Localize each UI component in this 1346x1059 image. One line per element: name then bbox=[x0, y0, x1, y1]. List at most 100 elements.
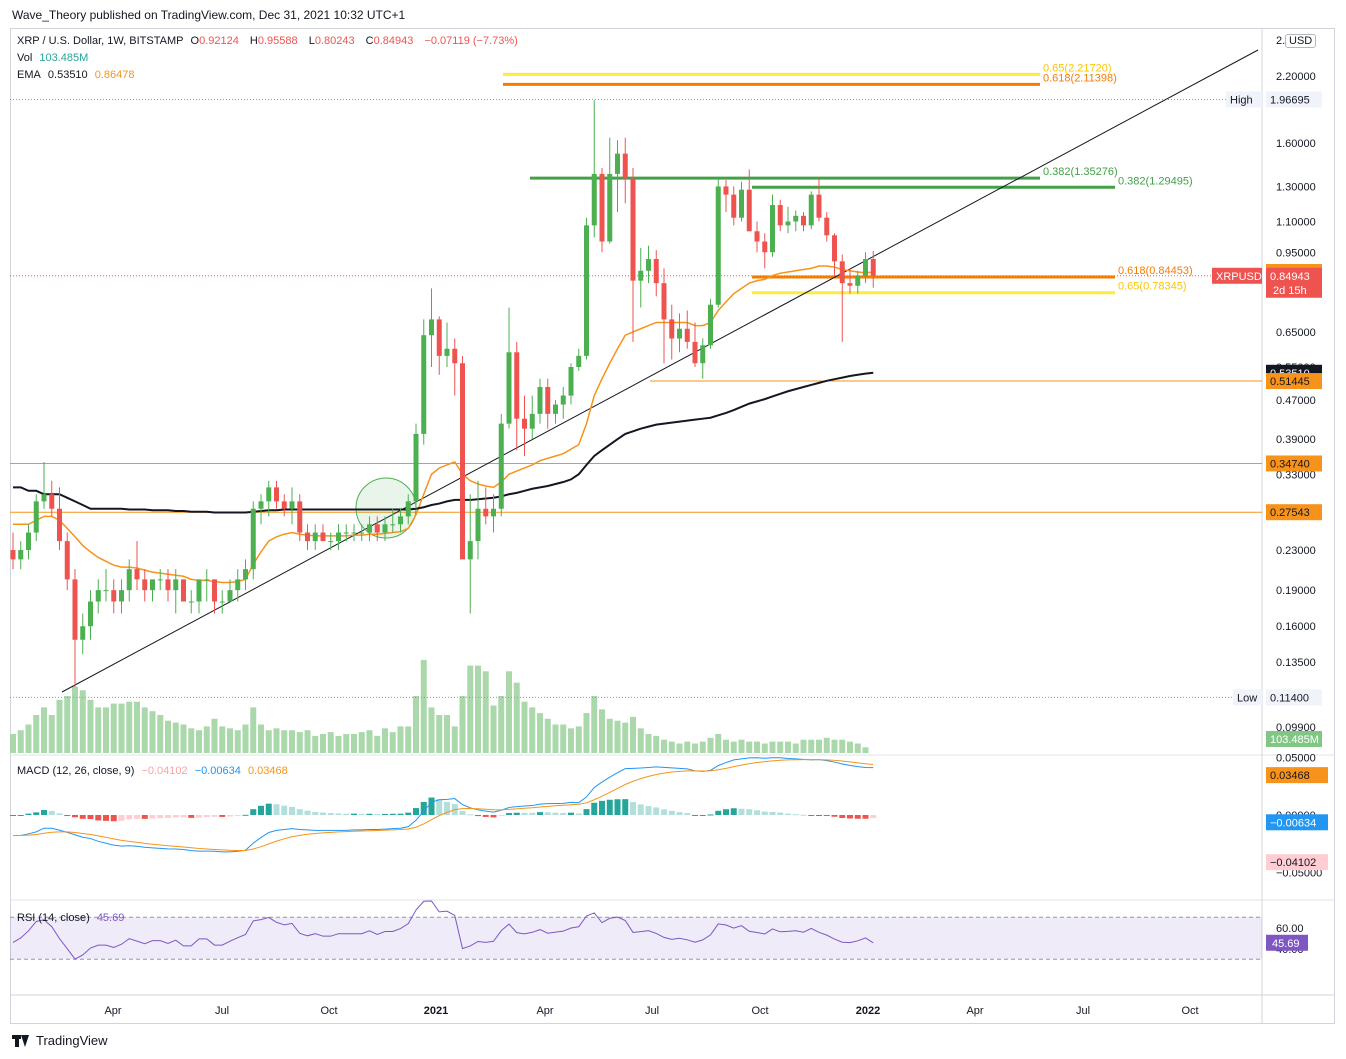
time-axis-label: 2021 bbox=[424, 1005, 448, 1017]
ema-fast-value: 0.86478 bbox=[94, 69, 135, 81]
time-axis-label: Apr bbox=[966, 1005, 983, 1017]
macd-histogram-bar bbox=[33, 812, 40, 815]
volume-bar bbox=[498, 696, 505, 753]
candle-body bbox=[196, 579, 202, 602]
time-axis-label: Jul bbox=[645, 1005, 659, 1017]
volume-bar bbox=[320, 734, 326, 753]
volume-bar bbox=[668, 741, 675, 753]
price-label-countdown: 2d 15h bbox=[1273, 285, 1307, 297]
volume-bar bbox=[645, 734, 652, 753]
candle-body bbox=[514, 352, 520, 419]
candle-body bbox=[258, 501, 264, 509]
price-label-box bbox=[1266, 504, 1322, 521]
macd-histogram-bar bbox=[242, 814, 249, 816]
volume-bar bbox=[343, 734, 350, 753]
macd-value-box bbox=[1266, 854, 1328, 871]
chart-frame bbox=[10, 28, 1335, 1024]
candle-body bbox=[305, 532, 310, 542]
candle-body bbox=[436, 319, 442, 356]
macd-hist-value: −0.04102 bbox=[141, 765, 188, 777]
candle-body bbox=[847, 283, 853, 286]
price-label-value: 0.27543 bbox=[1270, 507, 1310, 519]
macd-histogram-bar bbox=[289, 806, 295, 815]
candle-body bbox=[421, 335, 427, 434]
macd-histogram-bar bbox=[351, 813, 357, 815]
macd-histogram-bar bbox=[258, 805, 264, 815]
macd-histogram-bar bbox=[723, 809, 729, 815]
volume-bar bbox=[839, 739, 846, 753]
volume-bar bbox=[211, 718, 218, 753]
candle-body bbox=[467, 541, 473, 560]
macd-histogram-bar bbox=[203, 815, 210, 818]
footer-brand[interactable]: TradingView bbox=[12, 1033, 108, 1048]
volume-bar bbox=[413, 696, 419, 753]
candle-body bbox=[498, 423, 504, 509]
time-axis-label: Oct bbox=[1181, 1005, 1198, 1017]
macd-histogram-bar bbox=[738, 808, 745, 815]
candle-body bbox=[429, 319, 434, 336]
rsi-line bbox=[12, 900, 874, 960]
macd-histogram-bar bbox=[234, 815, 241, 816]
macd-signal-line bbox=[13, 759, 874, 852]
candle-body bbox=[832, 235, 837, 262]
macd-histogram-bar bbox=[630, 802, 636, 815]
volume-bar bbox=[475, 665, 481, 753]
ema-fast-line bbox=[13, 265, 874, 584]
macd-value-box bbox=[1266, 767, 1328, 784]
price-label-tag: XRPUSD bbox=[1216, 271, 1262, 283]
volume-bar bbox=[513, 682, 520, 753]
volume-bar bbox=[103, 707, 109, 753]
price-axis-tick: 0.95000 bbox=[1276, 247, 1316, 259]
macd-histogram-bar bbox=[568, 812, 574, 815]
macd-histogram-bar bbox=[389, 813, 396, 815]
macd-histogram-bar bbox=[583, 809, 590, 815]
volume-bar bbox=[25, 724, 32, 753]
candle-body bbox=[777, 205, 783, 226]
macd-histogram-bar bbox=[606, 799, 613, 815]
volume-bar bbox=[172, 722, 179, 753]
price-axis-tick: 0.65000 bbox=[1276, 327, 1316, 339]
trend-line bbox=[61, 49, 1259, 693]
symbol-legend: XRP / U.S. Dollar, 1W, BITSTAMP O0.92124… bbox=[17, 35, 522, 47]
candle-body bbox=[607, 173, 613, 242]
candle-body bbox=[522, 418, 527, 429]
macd-histogram-bar bbox=[847, 815, 853, 819]
volume-bar bbox=[242, 724, 249, 753]
volume-bar bbox=[761, 743, 768, 753]
ema-legend: EMA 0.53510 0.86478 bbox=[17, 69, 139, 81]
macd-histogram-bar bbox=[296, 809, 303, 815]
candle-body bbox=[26, 532, 31, 551]
candle-body bbox=[460, 363, 465, 560]
macd-histogram-bar bbox=[320, 812, 326, 815]
candle-body bbox=[80, 626, 86, 640]
macd-histogram-bar bbox=[552, 812, 559, 815]
volume-bar bbox=[583, 713, 590, 753]
macd-histogram-bar bbox=[761, 811, 768, 815]
volume-bar bbox=[692, 743, 698, 753]
candle-body bbox=[188, 601, 194, 603]
candle-body bbox=[622, 153, 628, 179]
macd-histogram-bar bbox=[172, 815, 179, 818]
fib-level-label: 0.382(1.29495) bbox=[1118, 175, 1193, 187]
candle-body bbox=[219, 601, 225, 603]
candle-body bbox=[731, 194, 737, 218]
candle-body bbox=[359, 532, 365, 534]
macd-histogram-bar bbox=[637, 804, 644, 815]
volume-bar bbox=[816, 739, 822, 753]
candle-body bbox=[289, 501, 295, 509]
candle-body bbox=[173, 579, 179, 591]
macd-histogram-bar bbox=[374, 814, 381, 816]
time-axis-label: Jul bbox=[215, 1005, 229, 1017]
volume-bar bbox=[699, 741, 706, 753]
macd-signal-value: 0.03468 bbox=[247, 765, 288, 777]
ema-label: EMA bbox=[17, 69, 41, 81]
close-label: C bbox=[365, 35, 374, 47]
candle-body bbox=[281, 501, 287, 509]
macd-histogram-bar bbox=[420, 801, 427, 815]
candle-body bbox=[839, 261, 845, 284]
currency-selector[interactable]: USD bbox=[1285, 34, 1317, 48]
candle-body bbox=[312, 532, 318, 542]
candle-body bbox=[444, 348, 450, 356]
macd-histogram-bar bbox=[134, 815, 140, 819]
